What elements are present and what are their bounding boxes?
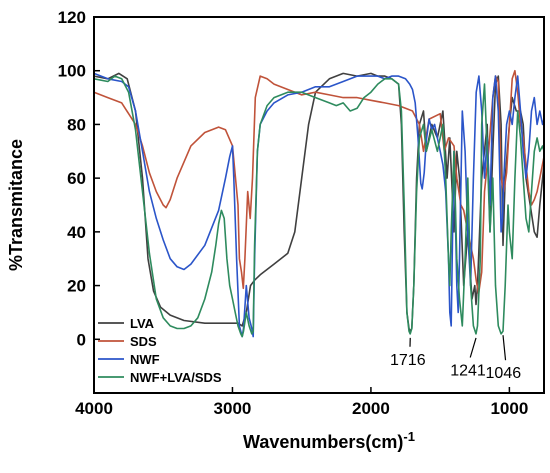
- annotation-label: 1716: [390, 352, 426, 369]
- legend: LVA SDS NWF NWF+LVA/SDS: [98, 316, 222, 385]
- series-line-sds: [93, 69, 545, 295]
- x-axis-title: Wavenumbers(cm)-1: [243, 429, 415, 453]
- legend-label: LVA: [130, 316, 155, 331]
- legend-label: NWF+LVA/SDS: [130, 370, 222, 385]
- plot-frame: [93, 16, 545, 394]
- x-axis-title-superscript: -1: [403, 429, 415, 444]
- y-tick-label: 80: [67, 115, 86, 134]
- series-line-nwf: [93, 72, 545, 338]
- y-tick-label: 0: [77, 330, 86, 349]
- annotation-label: 1046: [486, 365, 522, 382]
- x-axis-ticks: 4000 3000 2000 1000: [75, 387, 528, 418]
- x-tick-label: 3000: [214, 399, 252, 418]
- legend-label: NWF: [130, 352, 160, 367]
- x-tick-label: 2000: [352, 399, 390, 418]
- y-axis-ticks: 0 20 40 60 80 100 120: [58, 8, 100, 349]
- series-group: [93, 69, 545, 338]
- legend-label: SDS: [130, 334, 157, 349]
- y-tick-label: 120: [58, 8, 86, 27]
- x-tick-label: 1000: [490, 399, 528, 418]
- x-tick-label: 4000: [75, 399, 113, 418]
- y-tick-label: 60: [67, 169, 86, 188]
- y-tick-label: 100: [58, 62, 86, 81]
- annotation-leader: [502, 335, 507, 361]
- series-line-nwf-lva-sds: [93, 75, 545, 338]
- y-tick-label: 20: [67, 277, 86, 296]
- annotations: 1716 1241 1046: [390, 335, 521, 382]
- x-axis-title-main: Wavenumbers(cm): [243, 432, 403, 452]
- annotation-label: 1241: [450, 363, 486, 380]
- y-axis-title: %Transmitance: [6, 139, 26, 271]
- y-tick-label: 40: [67, 223, 86, 242]
- annotation-leader: [469, 337, 477, 358]
